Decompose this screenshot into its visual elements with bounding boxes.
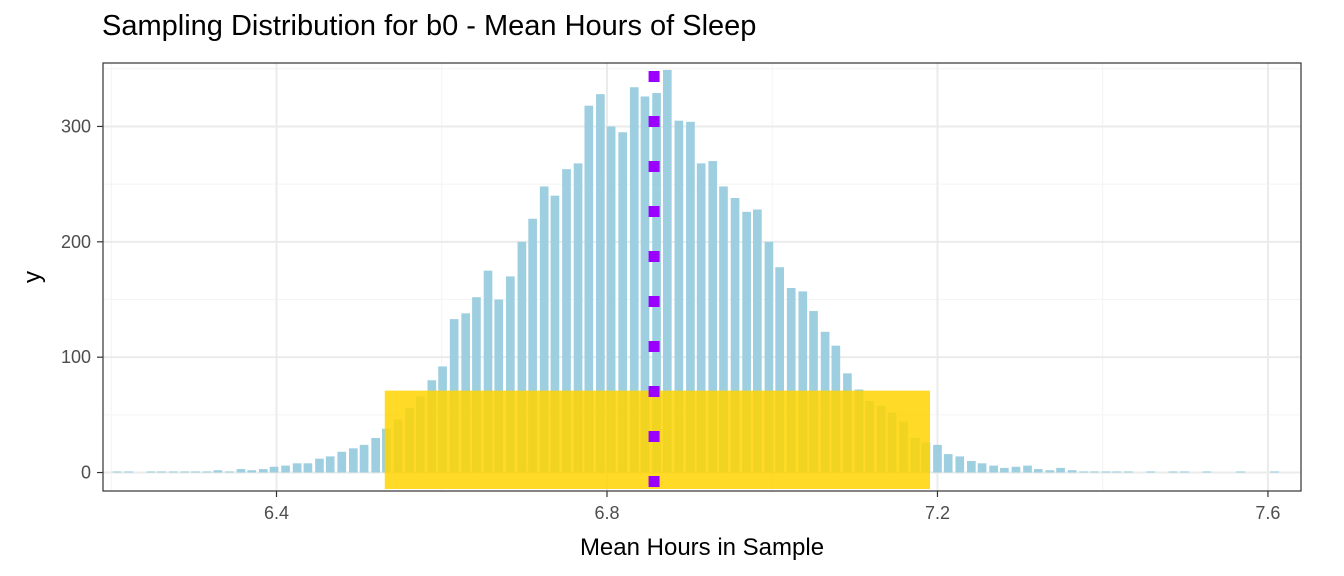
bar [584, 105, 594, 473]
bar [213, 470, 223, 473]
bar [517, 241, 527, 473]
bar [640, 96, 650, 473]
bar [1000, 467, 1009, 473]
bar [686, 121, 695, 473]
bar [281, 465, 290, 473]
bar [112, 471, 122, 473]
bar [1045, 470, 1055, 473]
bar [1079, 471, 1089, 473]
y-tick-label: 0 [81, 463, 91, 483]
bar [629, 87, 639, 473]
x-tick-label: 7.6 [1255, 503, 1280, 523]
chart-title: Sampling Distribution for b0 - Mean Hour… [102, 10, 757, 42]
bar [696, 163, 706, 473]
bar [191, 471, 200, 473]
x-tick-label: 7.2 [925, 503, 950, 523]
bar [955, 456, 965, 473]
y-axis-title: y [19, 271, 46, 283]
bar [315, 458, 324, 473]
bar [674, 120, 684, 473]
bar [798, 291, 808, 473]
bar [719, 186, 728, 473]
bar [618, 132, 628, 473]
bar [933, 444, 942, 473]
bar [562, 169, 571, 473]
bar [359, 444, 369, 473]
bar [539, 186, 549, 473]
bar [1236, 471, 1246, 473]
bar [325, 456, 335, 473]
bar [472, 297, 481, 473]
bar [1067, 470, 1077, 473]
bar [494, 299, 504, 473]
bar [146, 471, 156, 473]
bar [652, 92, 661, 473]
panel-border [102, 62, 1302, 492]
bar [168, 471, 178, 473]
bar [225, 471, 234, 473]
bar [236, 469, 246, 473]
bar [303, 463, 313, 473]
bar [124, 471, 133, 473]
bar [180, 471, 190, 473]
panel-frame [102, 62, 1302, 492]
bar [292, 463, 302, 473]
bar [1090, 471, 1099, 473]
bar [742, 211, 751, 473]
bar [943, 454, 953, 473]
bar [1101, 471, 1111, 473]
bar [349, 448, 358, 473]
bar [1033, 469, 1043, 473]
bar [337, 451, 347, 473]
x-tick-label: 6.4 [264, 503, 289, 523]
bar [573, 163, 583, 473]
bar [977, 463, 987, 473]
bar [1056, 467, 1065, 473]
x-axis-title: Mean Hours in Sample [580, 534, 824, 561]
bar [967, 461, 976, 473]
y-axis: 0 100 200 300 [61, 116, 103, 483]
bar [989, 465, 998, 473]
bar [1123, 471, 1133, 473]
bar [596, 94, 605, 473]
bar [775, 267, 785, 473]
y-tick-label: 200 [61, 232, 91, 252]
bar [764, 241, 774, 473]
bar [1146, 471, 1155, 473]
bar [483, 270, 493, 473]
bar [528, 218, 537, 473]
y-tick-label: 100 [61, 347, 91, 367]
bar [753, 209, 762, 473]
bar [1023, 465, 1032, 473]
bar [157, 471, 166, 473]
bar [269, 466, 279, 473]
bar [1011, 466, 1021, 473]
bar [371, 437, 380, 473]
bar [550, 195, 560, 473]
bar [1202, 471, 1212, 473]
bar [662, 69, 672, 473]
bar [258, 469, 268, 473]
bar [730, 197, 740, 473]
y-tick-label: 300 [61, 116, 91, 136]
bar [247, 470, 257, 473]
bar [708, 161, 718, 473]
bar [786, 287, 796, 473]
bar [505, 276, 515, 473]
bar [1270, 471, 1279, 473]
bar [202, 471, 212, 473]
bar [1112, 471, 1122, 473]
bar [1168, 471, 1178, 473]
x-axis: 6.4 6.8 7.2 7.6 [264, 491, 1280, 523]
bar [1180, 471, 1189, 473]
bar [606, 126, 616, 473]
x-tick-label: 6.8 [594, 503, 619, 523]
